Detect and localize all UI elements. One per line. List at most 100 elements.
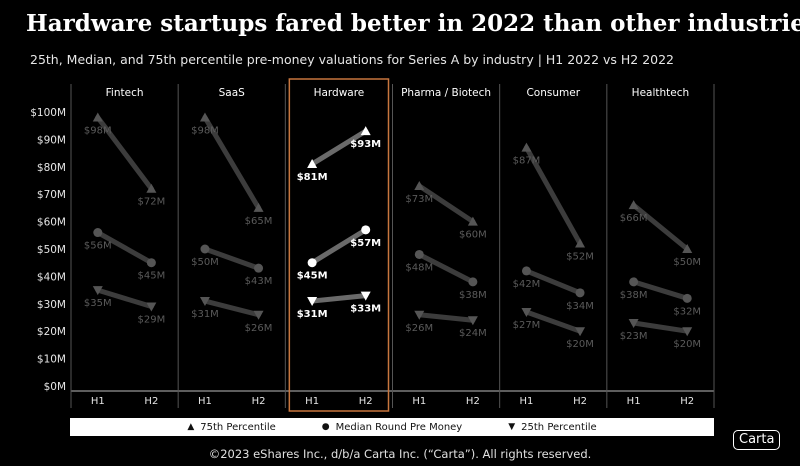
median-point xyxy=(307,258,317,268)
p25-point xyxy=(307,297,318,307)
panel-title-healthtech: Healthtech xyxy=(632,87,689,99)
p75-point xyxy=(146,183,157,193)
legend-label-median: Median Round Pre Money xyxy=(335,421,463,433)
p25-point xyxy=(360,291,371,301)
median-point xyxy=(468,277,478,287)
median-point xyxy=(629,277,639,287)
p75-point xyxy=(199,112,210,122)
series-line-median xyxy=(202,246,262,271)
p75-point xyxy=(521,142,532,152)
series-line-median xyxy=(95,230,154,266)
series-line-median xyxy=(523,268,583,296)
data-label-p25: $31M xyxy=(297,309,328,320)
series-line-p25 xyxy=(309,293,369,304)
x-tick-label: H2 xyxy=(680,396,694,407)
y-tick-label: $100M xyxy=(30,107,66,119)
data-label-p25: $24M xyxy=(459,328,487,339)
data-label-p25: $35M xyxy=(84,298,112,309)
chart-title: Hardware startups fared better in 2022 t… xyxy=(26,10,800,37)
p75-point xyxy=(253,202,264,212)
y-tick-label: $30M xyxy=(37,299,66,311)
data-label-median: $42M xyxy=(513,279,541,290)
data-label-p75: $50M xyxy=(673,257,701,268)
series-line-p25 xyxy=(631,320,690,334)
data-label-median: $45M xyxy=(297,271,328,282)
y-tick-label: $90M xyxy=(37,134,66,146)
series-line-p25 xyxy=(202,298,262,318)
highlight-frame xyxy=(288,78,390,412)
series-line-p75 xyxy=(631,202,690,252)
p25-point xyxy=(628,318,639,328)
data-label-median: $32M xyxy=(673,306,701,317)
x-tick-label: H1 xyxy=(305,396,319,407)
p75-point xyxy=(682,244,693,253)
median-point xyxy=(575,288,585,298)
p75-point xyxy=(575,238,586,248)
p25-point xyxy=(92,286,103,296)
p25-point xyxy=(682,327,693,337)
data-label-p75: $73M xyxy=(405,194,433,205)
triangle-down-icon: ▼ xyxy=(508,422,516,432)
carta-logo: Carta xyxy=(733,430,781,450)
p25-point xyxy=(521,308,532,318)
panel-title-hardware: Hardware xyxy=(314,87,365,99)
chart-subtitle: 25th, Median, and 75th percentile pre-mo… xyxy=(30,52,675,67)
data-label-p75: $52M xyxy=(566,252,594,263)
data-label-p75: $66M xyxy=(620,213,648,224)
legend-label-p75: 75th Percentile xyxy=(200,421,276,433)
data-label-p25: $31M xyxy=(191,309,219,320)
data-label-p75: $81M xyxy=(297,172,328,183)
series-line-p75 xyxy=(95,114,154,192)
p25-point xyxy=(414,310,425,320)
median-point xyxy=(146,258,156,268)
data-label-median: $38M xyxy=(620,290,648,301)
x-tick-label: H1 xyxy=(91,396,105,407)
median-point xyxy=(200,244,210,254)
circle-icon: ● xyxy=(321,422,330,432)
data-label-p75: $87M xyxy=(513,156,541,167)
y-tick-label: $20M xyxy=(37,326,66,338)
data-label-median: $43M xyxy=(245,276,273,287)
data-label-median: $57M xyxy=(350,238,381,249)
median-point xyxy=(361,225,371,235)
p75-point xyxy=(92,112,103,122)
series-line-median xyxy=(631,279,690,301)
data-label-p25: $20M xyxy=(673,339,701,350)
y-tick-label: $70M xyxy=(37,189,66,201)
data-label-p75: $98M xyxy=(191,125,219,136)
series-line-p75 xyxy=(202,114,262,211)
median-point xyxy=(254,263,264,273)
x-tick-label: H1 xyxy=(412,396,426,407)
triangle-up-icon: ▲ xyxy=(187,422,195,432)
y-tick-label: $80M xyxy=(37,162,66,174)
panel-title-consumer: Consumer xyxy=(526,87,580,99)
p25-point xyxy=(253,310,264,320)
series-line-p75 xyxy=(523,145,583,247)
data-label-p75: $93M xyxy=(350,139,381,150)
x-tick-label: H1 xyxy=(627,396,641,407)
x-tick-label: H1 xyxy=(198,396,212,407)
series-line-p75 xyxy=(309,128,369,167)
median-point xyxy=(93,228,103,238)
series-line-median xyxy=(416,251,476,285)
p25-point xyxy=(199,297,210,307)
data-label-p25: $20M xyxy=(566,339,594,350)
x-tick-label: H2 xyxy=(144,396,158,407)
p75-point xyxy=(628,200,639,210)
x-tick-label: H2 xyxy=(573,396,587,407)
legend: ▲ 75th Percentile ● Median Round Pre Mon… xyxy=(70,418,714,436)
chart-area: $0M $10M $20M $30M $40M $50M $60M $70M $80M $90M $… xyxy=(30,78,715,412)
median-point xyxy=(414,249,424,259)
data-label-p75: $72M xyxy=(138,197,166,208)
panel-title-pharma-biotech: Pharma / Biotech xyxy=(401,87,491,99)
data-label-median: $45M xyxy=(138,271,166,282)
y-tick-label: $50M xyxy=(37,244,66,256)
legend-item-median: ● Median Round Pre Money xyxy=(322,422,462,433)
data-label-p75: $60M xyxy=(459,230,487,241)
data-label-p25: $27M xyxy=(513,320,541,331)
p25-point xyxy=(146,302,157,312)
data-label-median: $48M xyxy=(405,262,433,273)
legend-item-p25: ▼ 25th Percentile xyxy=(508,422,596,433)
p75-point xyxy=(467,216,478,226)
x-tick-label: H2 xyxy=(252,396,266,407)
